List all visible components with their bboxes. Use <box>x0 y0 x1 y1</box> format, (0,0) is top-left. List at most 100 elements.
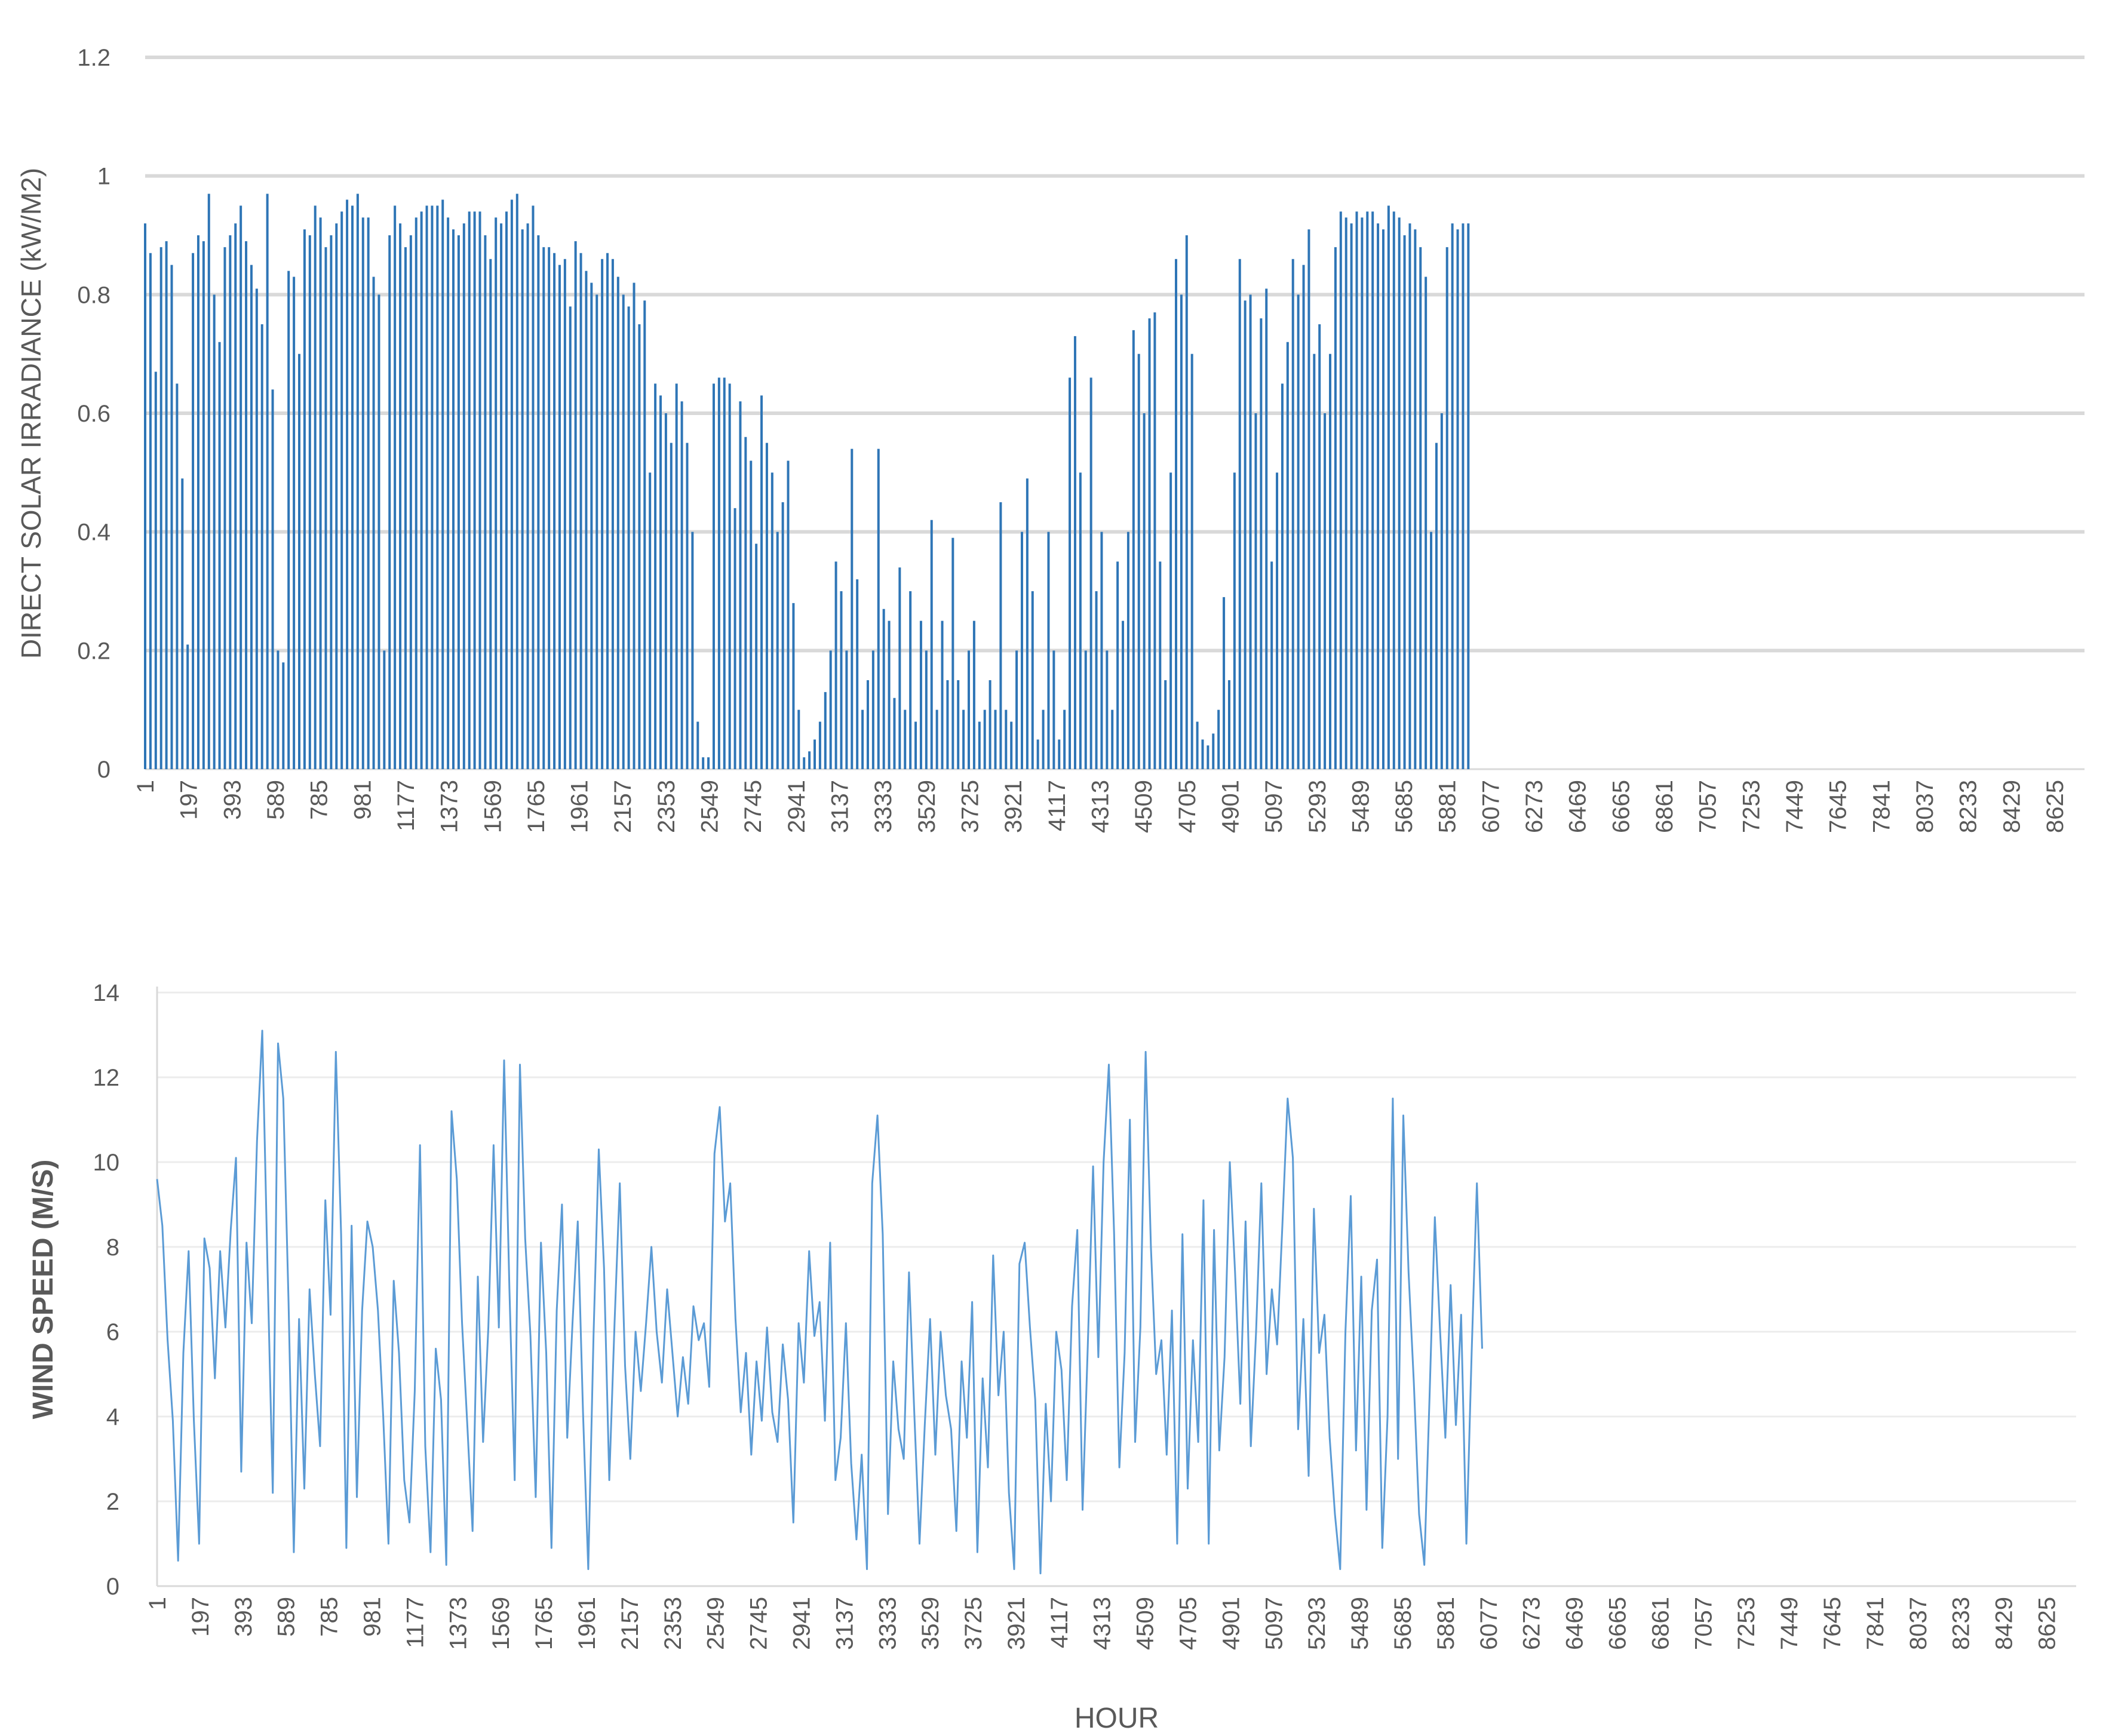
x-tick-label: 6469 <box>1565 780 1591 833</box>
x-tick-label: 3529 <box>914 780 940 833</box>
wind-speed-chart: 0 2 4 6 8 10 12 14 1 197 393 589 785 981 1177 1373 1569 1… <box>27 980 2076 1734</box>
x-tick-label: 3725 <box>960 1597 987 1650</box>
x-tick-label: 2941 <box>784 780 810 833</box>
x-tick-label: 2745 <box>746 1597 772 1650</box>
y-axis-title: DIRECT SOLAR IRRADIANCE (kW/M2) <box>16 168 47 659</box>
x-tick-label: 8625 <box>2034 1597 2060 1650</box>
x-tick-label: 8233 <box>1948 1597 1975 1650</box>
x-tick-label: 6469 <box>1562 1597 1588 1650</box>
x-tick-label: 5489 <box>1347 1597 1373 1650</box>
x-tick-label: 393 <box>231 1597 257 1637</box>
x-tick-label: 7057 <box>1695 780 1721 833</box>
y-tick-label: 12 <box>93 1065 120 1091</box>
x-tick-label: 4117 <box>1044 780 1070 831</box>
x-tick-label: 2941 <box>788 1597 815 1650</box>
x-tick-label: 5293 <box>1304 780 1331 833</box>
x-tick-label: 4313 <box>1089 1597 1116 1650</box>
x-tick-label: 6077 <box>1478 780 1504 833</box>
x-tick-label: 2549 <box>703 1597 729 1650</box>
x-tick-label: 6273 <box>1521 780 1548 833</box>
x-tick-label: 1569 <box>488 1597 514 1650</box>
x-tick-label: 5685 <box>1390 1597 1416 1650</box>
x-tick-label: 1373 <box>437 780 463 833</box>
x-tick-label: 5881 <box>1433 1597 1459 1650</box>
x-tick-label: 1177 <box>402 1597 428 1648</box>
x-tick-label: 8429 <box>1999 780 2025 833</box>
x-tick-label: 6665 <box>1605 1597 1631 1650</box>
y-tick-label: 2 <box>106 1489 119 1515</box>
x-tick-label: 1765 <box>531 1597 557 1650</box>
wind-speed-series-line <box>156 1030 1483 1575</box>
x-tick-label: 7449 <box>1782 780 1808 833</box>
x-tick-label: 5881 <box>1435 780 1461 833</box>
x-tick-label: 3137 <box>827 780 854 833</box>
x-tick-label: 7253 <box>1733 1597 1760 1650</box>
x-tick-label: 2157 <box>617 1597 643 1650</box>
x-tick-label: 785 <box>306 780 333 820</box>
x-tick-label: 8429 <box>1991 1597 2018 1650</box>
x-tick-label: 1961 <box>567 780 593 833</box>
x-tick-label: 5685 <box>1391 780 1417 833</box>
x-tick-label: 5293 <box>1304 1597 1330 1650</box>
solar-irradiance-chart: 0 0.2 0.4 0.6 0.8 1 1.2 1 197 393 589 785 981 1177 137… <box>16 45 2085 833</box>
x-tick-label: 981 <box>359 1597 385 1637</box>
x-tick-label: 3333 <box>874 1597 901 1650</box>
x-tick-label: 4313 <box>1087 780 1113 833</box>
x-tick-label: 2353 <box>653 780 680 833</box>
x-tick-label: 785 <box>317 1597 343 1637</box>
x-tick-label: 2157 <box>610 780 636 833</box>
x-tick-label: 1569 <box>480 780 506 833</box>
y-axis-title: WIND SPEED (M/S) <box>27 1160 59 1419</box>
x-tick-label: 1765 <box>523 780 549 833</box>
x-tick-label: 4705 <box>1175 1597 1202 1650</box>
x-tick-label: 6861 <box>1651 780 1678 833</box>
x-tick-label: 981 <box>349 780 376 820</box>
y-tick-label: 4 <box>106 1404 119 1430</box>
x-tick-label: 1177 <box>393 780 419 831</box>
x-tick-label: 3137 <box>831 1597 858 1650</box>
y-tick-label: 14 <box>93 980 120 1006</box>
x-tick-label: 7645 <box>1819 1597 1846 1650</box>
x-tick-label: 4509 <box>1132 1597 1159 1650</box>
y-tick-label: 8 <box>106 1234 119 1261</box>
x-tick-label: 1 <box>133 780 159 793</box>
x-tick-label: 1373 <box>445 1597 471 1650</box>
x-tick-label: 3921 <box>1003 1597 1030 1650</box>
x-tick-label: 4705 <box>1174 780 1201 833</box>
x-tick-label: 8037 <box>1912 780 1938 833</box>
x-tick-label: 3529 <box>917 1597 944 1650</box>
x-tick-label: 7841 <box>1862 1597 1889 1650</box>
y-tick-label: 1 <box>97 164 110 190</box>
x-tick-label: 6077 <box>1476 1597 1502 1650</box>
x-tick-label: 8233 <box>1955 780 1982 833</box>
x-tick-label: 7645 <box>1825 780 1852 833</box>
x-tick-label: 4509 <box>1131 780 1157 833</box>
x-tick-label: 8625 <box>2042 780 2068 833</box>
x-tick-label: 7449 <box>1776 1597 1803 1650</box>
x-tick-label: 197 <box>176 780 202 820</box>
x-tick-label: 589 <box>274 1597 300 1637</box>
x-tick-label: 589 <box>263 780 289 820</box>
y-tick-label: 0.8 <box>77 282 110 308</box>
y-tick-label: 0 <box>106 1574 119 1600</box>
y-tick-label: 0 <box>97 757 110 783</box>
y-tick-label: 0.4 <box>77 520 110 546</box>
x-tick-label: 6861 <box>1647 1597 1674 1650</box>
x-tick-label: 7253 <box>1738 780 1764 833</box>
x-axis-title: HOUR <box>1075 1703 1159 1734</box>
x-tick-label: 2353 <box>660 1597 686 1650</box>
y-tick-label: 0.2 <box>77 638 110 664</box>
x-tick-label: 7841 <box>1868 780 1895 833</box>
x-tick-label: 6273 <box>1519 1597 1545 1650</box>
y-tick-label: 1.2 <box>77 45 110 71</box>
x-tick-label: 393 <box>219 780 245 820</box>
x-tick-label: 5097 <box>1261 1597 1287 1650</box>
x-tick-label: 1 <box>145 1597 171 1610</box>
x-tick-label: 8037 <box>1905 1597 1932 1650</box>
x-tick-label: 3725 <box>957 780 984 833</box>
x-tick-label: 3921 <box>1000 780 1027 833</box>
x-tick-label: 1961 <box>574 1597 600 1650</box>
x-tick-label: 7057 <box>1690 1597 1717 1650</box>
y-tick-label: 0.6 <box>77 401 110 427</box>
